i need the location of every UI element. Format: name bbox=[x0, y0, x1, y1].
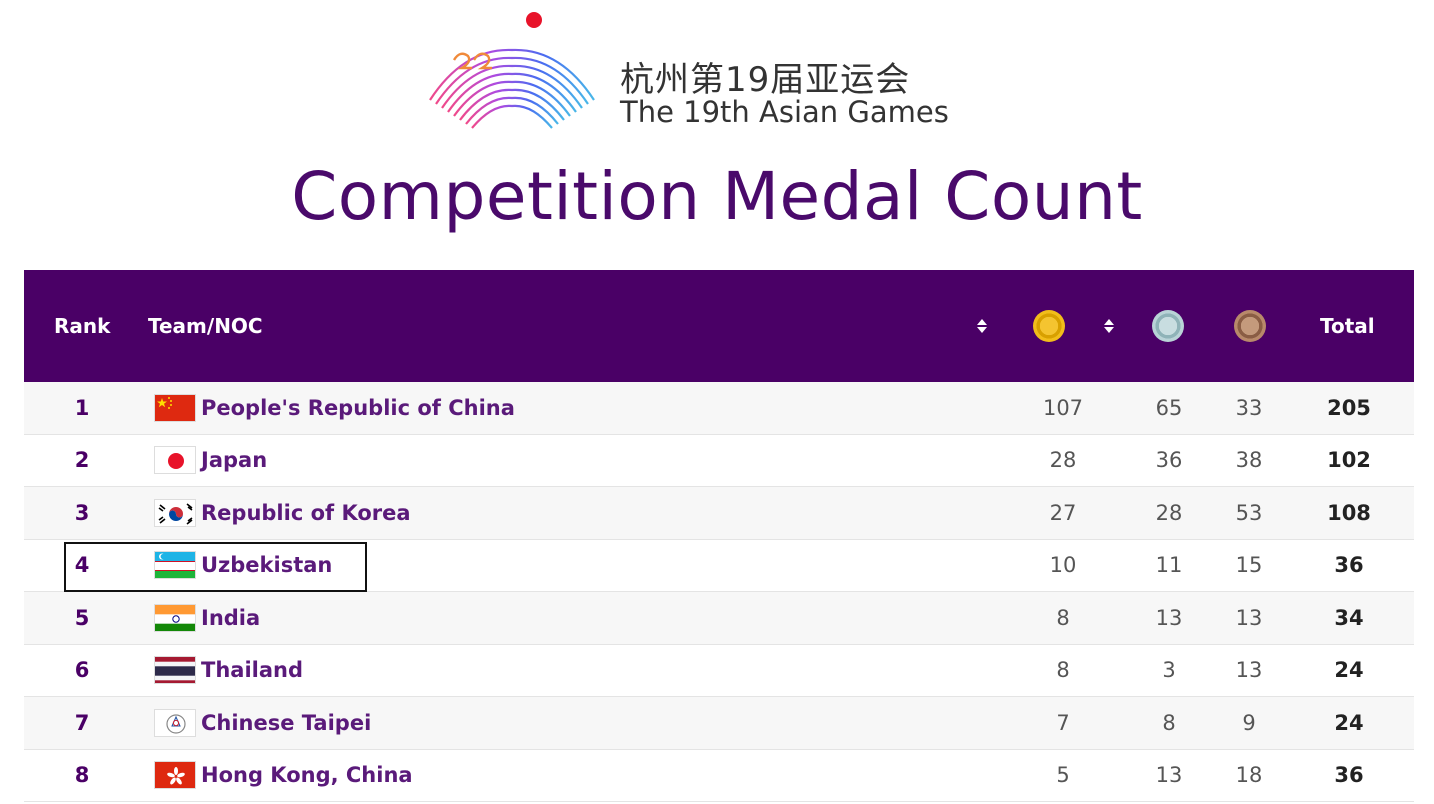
bronze-count: 13 bbox=[1235, 658, 1263, 683]
total-count: 36 bbox=[1334, 553, 1364, 578]
china-flag-icon bbox=[154, 393, 196, 422]
silver-count: 65 bbox=[1155, 395, 1183, 420]
gold-count: 10 bbox=[1049, 553, 1077, 578]
total-count: 24 bbox=[1334, 710, 1364, 735]
gold-count: 28 bbox=[1049, 448, 1077, 473]
total-count: 36 bbox=[1334, 763, 1364, 788]
team-name-link[interactable]: India bbox=[201, 605, 261, 630]
gold-count: 8 bbox=[1056, 658, 1070, 683]
team-name-link[interactable]: Chinese Taipei bbox=[201, 710, 372, 735]
gold-count: 27 bbox=[1049, 500, 1077, 525]
total-count: 205 bbox=[1327, 395, 1371, 420]
table-body: 1 People's Republic of China 107 65 33 2… bbox=[24, 382, 1414, 802]
team-column-header[interactable]: Team/NOC bbox=[148, 314, 263, 338]
india-flag-icon bbox=[154, 603, 196, 632]
total-count: 24 bbox=[1334, 658, 1364, 683]
hong-kong-flag-icon bbox=[154, 761, 196, 790]
rank-cell: 1 bbox=[74, 395, 90, 420]
bronze-count: 53 bbox=[1235, 500, 1263, 525]
bronze-count: 9 bbox=[1242, 710, 1256, 735]
rank-cell: 3 bbox=[74, 500, 90, 525]
japan-flag-icon bbox=[154, 446, 196, 475]
asian-games-emblem-icon bbox=[429, 48, 595, 129]
silver-count: 28 bbox=[1155, 500, 1183, 525]
rank-cell: 2 bbox=[74, 448, 90, 473]
rank-cell: 7 bbox=[74, 710, 90, 735]
bronze-count: 33 bbox=[1235, 395, 1263, 420]
team-name-link[interactable]: People's Republic of China bbox=[201, 395, 515, 420]
rank-cell: 4 bbox=[74, 553, 90, 578]
table-row[interactable]: 7 Chinese Taipei 7 8 9 24 bbox=[24, 697, 1414, 750]
sort-icon[interactable] bbox=[975, 317, 989, 335]
logo-chinese-title: 杭州第19届亚运会 bbox=[620, 60, 911, 100]
bronze-medal-icon[interactable] bbox=[1234, 310, 1266, 342]
gold-count: 107 bbox=[1042, 395, 1084, 420]
total-count: 108 bbox=[1327, 500, 1371, 525]
team-name-link[interactable]: Hong Kong, China bbox=[201, 763, 413, 788]
uzbekistan-flag-icon bbox=[154, 551, 196, 580]
rank-cell: 8 bbox=[74, 763, 90, 788]
table-row[interactable]: 4 Uzbekistan 10 11 15 36 bbox=[24, 539, 1414, 592]
total-column-header[interactable]: Total bbox=[1320, 314, 1375, 338]
chinese-taipei-flag-icon bbox=[154, 708, 196, 737]
bronze-count: 18 bbox=[1235, 763, 1263, 788]
team-name-link[interactable]: Uzbekistan bbox=[201, 553, 333, 578]
table-row[interactable]: 5 India 8 13 13 34 bbox=[24, 592, 1414, 645]
rank-column-header[interactable]: Rank bbox=[54, 314, 111, 338]
team-name-link[interactable]: Thailand bbox=[201, 658, 303, 683]
silver-count: 3 bbox=[1162, 658, 1176, 683]
total-count: 102 bbox=[1327, 448, 1371, 473]
silver-count: 11 bbox=[1155, 553, 1183, 578]
logo-english-title: The 19th Asian Games bbox=[620, 95, 949, 129]
page-title: Competition Medal Count bbox=[291, 158, 1143, 235]
bronze-count: 15 bbox=[1235, 553, 1263, 578]
team-name-link[interactable]: Republic of Korea bbox=[201, 500, 411, 525]
silver-count: 36 bbox=[1155, 448, 1183, 473]
silver-count: 13 bbox=[1155, 605, 1183, 630]
medal-table: Rank Team/NOC Total 1 People's Republic … bbox=[24, 270, 1414, 802]
silver-medal-icon[interactable] bbox=[1152, 310, 1184, 342]
table-row[interactable]: 6 Thailand 8 3 13 24 bbox=[24, 644, 1414, 697]
gold-count: 8 bbox=[1056, 605, 1070, 630]
games-logo: 杭州第19届亚运会 The 19th Asian Games bbox=[0, 0, 1434, 140]
gold-count: 7 bbox=[1056, 710, 1070, 735]
logo-sun-dot bbox=[526, 12, 542, 28]
bronze-count: 38 bbox=[1235, 448, 1263, 473]
silver-count: 8 bbox=[1162, 710, 1176, 735]
bronze-count: 13 bbox=[1235, 605, 1263, 630]
table-row[interactable]: 1 People's Republic of China 107 65 33 2… bbox=[24, 382, 1414, 435]
sort-icon[interactable] bbox=[1102, 317, 1116, 335]
rank-cell: 5 bbox=[74, 605, 90, 630]
silver-count: 13 bbox=[1155, 763, 1183, 788]
rank-cell: 6 bbox=[74, 658, 90, 683]
gold-medal-icon[interactable] bbox=[1033, 310, 1065, 342]
korea-flag-icon bbox=[154, 498, 196, 527]
thailand-flag-icon bbox=[154, 656, 196, 685]
table-row[interactable]: 2 Japan 28 36 38 102 bbox=[24, 434, 1414, 487]
total-count: 34 bbox=[1334, 605, 1364, 630]
team-name-link[interactable]: Japan bbox=[201, 448, 268, 473]
table-row[interactable]: 3 Republic of Korea 27 28 53 108 bbox=[24, 487, 1414, 540]
table-row[interactable]: 8 Hong Kong, China 5 13 bbox=[24, 749, 1414, 802]
gold-count: 5 bbox=[1056, 763, 1070, 788]
table-header: Rank Team/NOC Total bbox=[24, 270, 1414, 382]
